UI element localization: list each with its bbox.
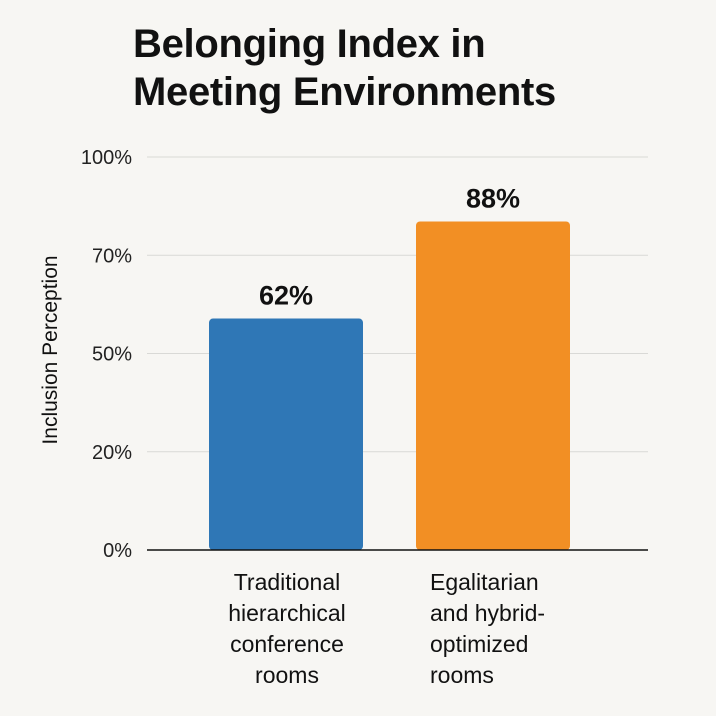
- y-tick-label: 50%: [92, 344, 132, 366]
- chart-title: Belonging Index in Meeting Environments: [133, 20, 556, 116]
- y-tick-label: 100%: [81, 147, 132, 169]
- y-tick-label: 20%: [92, 442, 132, 464]
- category-label-line: conference: [230, 631, 344, 657]
- bar: [209, 318, 363, 550]
- data-label: 62%: [259, 281, 313, 311]
- category-label-line: rooms: [255, 662, 319, 688]
- category-label-line: Egalitarian: [430, 569, 539, 595]
- category-label-line: and hybrid-: [430, 600, 546, 626]
- data-label: 88%: [466, 183, 520, 213]
- category-label-line: rooms: [430, 662, 494, 688]
- category-label-0: Traditional hierarchical conference room…: [187, 567, 387, 691]
- chart-title-line: Meeting Environments: [133, 70, 556, 114]
- y-axis-label: Inclusion Perception: [39, 255, 62, 444]
- category-label-line: optimized: [430, 631, 529, 657]
- bar: [416, 221, 570, 550]
- category-label-line: Traditional: [233, 569, 341, 595]
- category-label-line: hierarchical: [228, 600, 346, 626]
- category-label-1: Egalitarian and hybrid- optimized rooms: [430, 567, 630, 691]
- y-tick-label: 70%: [92, 245, 132, 267]
- y-tick-label: 0%: [103, 540, 132, 562]
- chart-title-line: Belonging Index in: [133, 22, 486, 66]
